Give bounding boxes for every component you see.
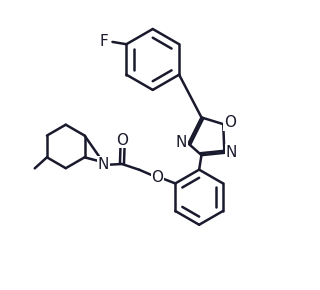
Text: O: O xyxy=(116,133,128,148)
Text: N: N xyxy=(226,145,237,160)
Text: N: N xyxy=(176,135,187,150)
Text: F: F xyxy=(100,35,109,49)
Text: O: O xyxy=(224,115,236,130)
Text: N: N xyxy=(97,157,109,172)
Text: O: O xyxy=(151,170,163,184)
